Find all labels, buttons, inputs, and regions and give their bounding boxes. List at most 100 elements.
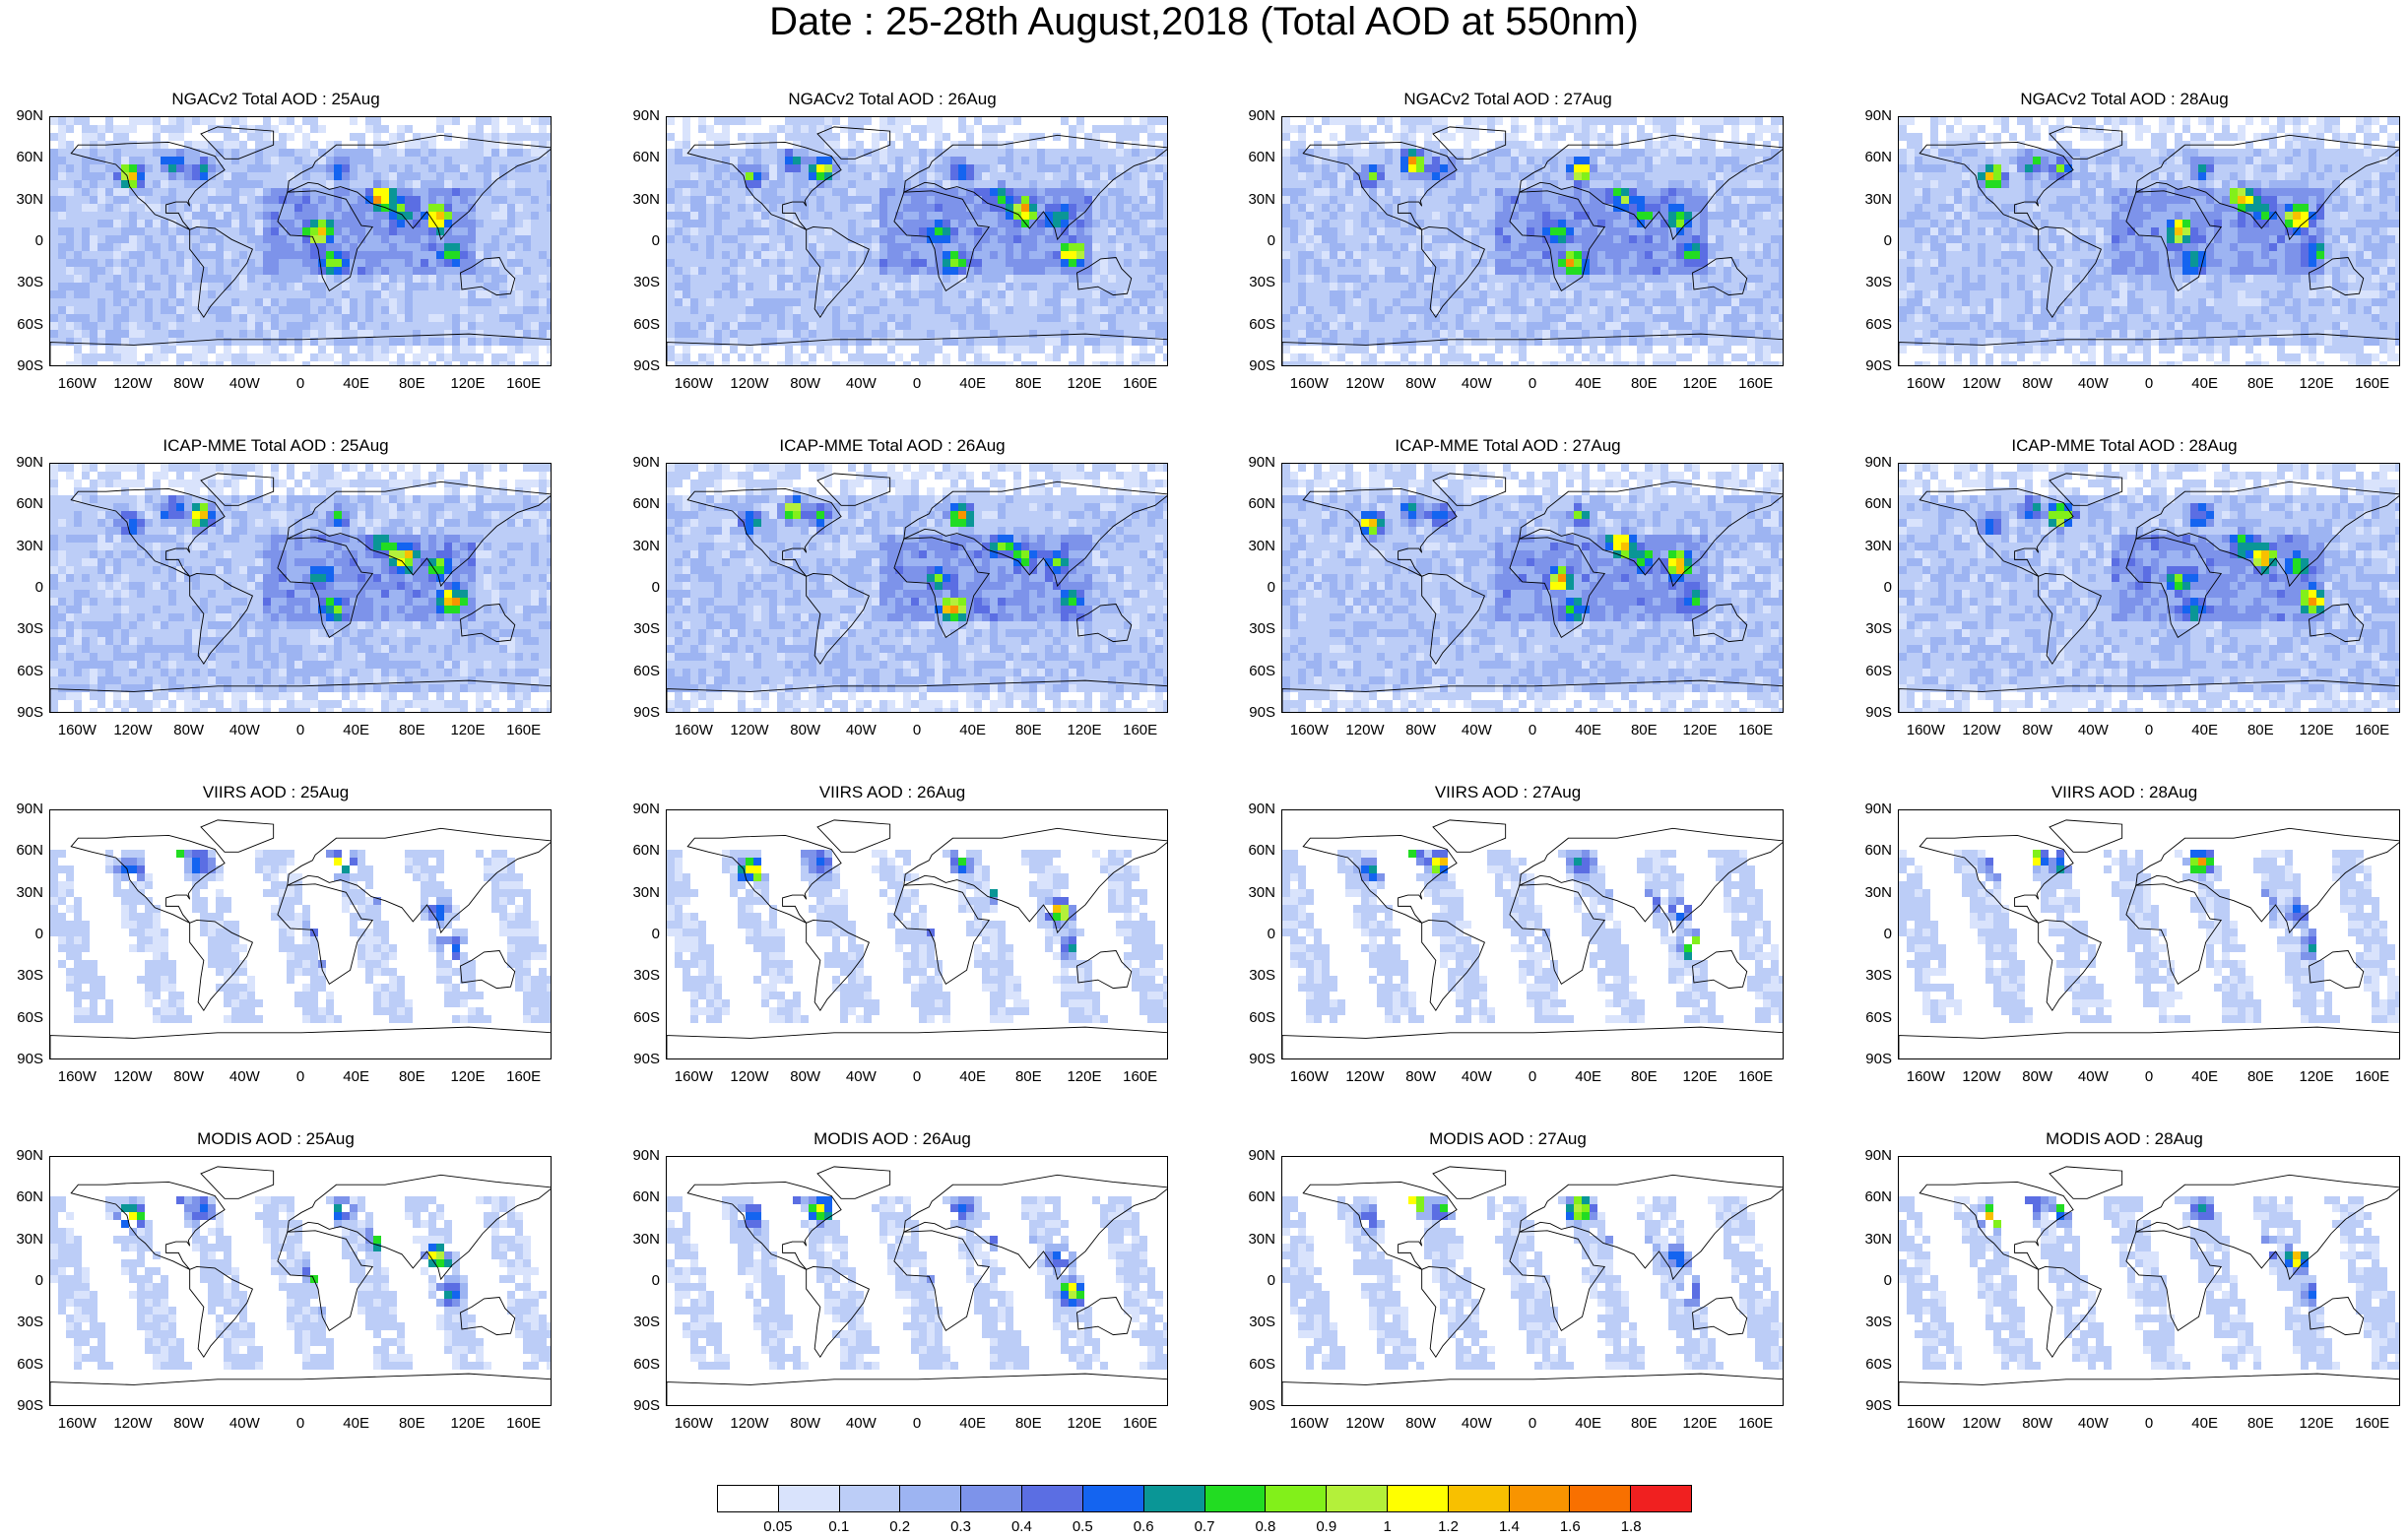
coastline [686, 487, 842, 577]
lat-tick-label: 0 [617, 927, 660, 942]
coastline [806, 226, 870, 319]
coastline [2038, 1266, 2102, 1359]
coastline [277, 190, 374, 292]
lon-tick-label: 160E [2343, 376, 2402, 392]
aod-map [49, 116, 552, 366]
coastline [816, 473, 891, 506]
lat-tick-label: 60N [1232, 1189, 1275, 1205]
map-panel: VIIRS AOD : 28Aug 90N 60N 30N 0 30S 60S 90S 160W… [1849, 782, 2400, 1107]
aod-field [1282, 464, 1783, 712]
aod-map [1898, 809, 2400, 1059]
coastline [460, 257, 516, 296]
lon-tick-label: 120W [1335, 376, 1395, 392]
lon-tick-label: 40W [215, 376, 274, 392]
lat-tick-label: 30S [0, 275, 43, 290]
map-panel: ICAP-MME Total AOD : 27Aug 90N 60N 30N 0 30S 6… [1232, 435, 1784, 760]
lat-tick-label: 30S [617, 1315, 660, 1330]
lat-tick-label: 60N [617, 843, 660, 859]
lat-tick-label: 0 [617, 580, 660, 596]
colorbar-label: 0.8 [1241, 1519, 1290, 1535]
lon-tick-label: 80W [2008, 723, 2067, 738]
coastline [1282, 1026, 1783, 1058]
lat-tick-label: 90S [1232, 358, 1275, 374]
lat-tick-label: 90N [1232, 108, 1275, 124]
coastline [806, 1266, 870, 1359]
map-panel: MODIS AOD : 27Aug 90N 60N 30N 0 30S 60S 90S 160W… [1232, 1128, 1784, 1453]
lat-tick-label: 60S [617, 316, 660, 333]
lon-tick-label: 160E [1726, 1069, 1786, 1085]
lon-tick-label: 120W [720, 376, 779, 392]
panel-title: MODIS AOD : 26Aug [617, 1128, 1168, 1150]
coastline [1302, 1181, 1458, 1270]
lat-tick-label: 90S [0, 705, 43, 721]
coastline [1076, 604, 1133, 643]
colorbar-swatch [1631, 1486, 1691, 1511]
panel-title: MODIS AOD : 28Aug [1849, 1128, 2400, 1150]
lon-tick-label: 40E [2176, 376, 2235, 392]
map-panel: NGACv2 Total AOD : 25Aug 90N 60N 30N 0 30S 60S… [0, 89, 552, 414]
lon-tick-label: 160E [494, 1416, 553, 1432]
coastline [1282, 679, 1783, 712]
lon-tick-label: 160W [1279, 723, 1338, 738]
lat-tick-label: 0 [0, 580, 43, 596]
coastline [1692, 257, 1748, 296]
lat-tick-label: 90N [617, 108, 660, 124]
map-panel: VIIRS AOD : 25Aug 90N 60N 30N 0 30S 60S 90S 160W… [0, 782, 552, 1107]
coastline [50, 333, 551, 365]
lon-tick-label: 160E [2343, 1416, 2402, 1432]
lon-tick-label: 80W [1392, 376, 1451, 392]
coastline [2049, 473, 2123, 506]
lat-tick-label: 90S [617, 1398, 660, 1414]
coastline [2309, 257, 2365, 296]
lon-tick-label: 120W [103, 1416, 163, 1432]
coastline [806, 573, 870, 666]
lon-tick-label: 80W [776, 1416, 835, 1432]
coastline [686, 1181, 842, 1270]
lat-tick-label: 30N [1232, 1231, 1275, 1248]
coastline [903, 481, 1167, 588]
coastline [686, 141, 842, 230]
map-panel: NGACv2 Total AOD : 27Aug 90N 60N 30N 0 30S 60S… [1232, 89, 1784, 414]
lat-tick-label: 0 [0, 1273, 43, 1289]
lon-tick-label: 40W [215, 723, 274, 738]
coastline [2049, 126, 2123, 160]
lon-tick-label: 40E [1559, 1069, 1618, 1085]
lat-tick-label: 60N [0, 150, 43, 165]
coastline [50, 679, 551, 712]
lon-tick-label: 120E [1055, 376, 1114, 392]
coastline [277, 883, 374, 986]
coastline [460, 604, 516, 643]
lat-tick-label: 30N [0, 191, 43, 208]
lon-tick-label: 80W [1392, 723, 1451, 738]
coastline [2135, 134, 2399, 241]
lon-tick-label: 120W [1335, 1069, 1395, 1085]
aod-field [1282, 117, 1783, 365]
panel-title: MODIS AOD : 27Aug [1232, 1128, 1784, 1150]
lat-tick-label: 30N [1849, 1231, 1892, 1248]
lat-tick-label: 0 [1849, 233, 1892, 249]
lat-tick-label: 0 [1232, 580, 1275, 596]
lat-tick-label: 60N [1849, 150, 1892, 165]
lat-tick-label: 90N [1849, 802, 1892, 817]
lon-tick-label: 120W [1335, 723, 1395, 738]
colorbar-swatch [778, 1486, 840, 1511]
lon-tick-label: 40W [215, 1069, 274, 1085]
lon-tick-label: 40E [327, 723, 386, 738]
coastline [2049, 1166, 2123, 1199]
lat-tick-label: 90S [0, 358, 43, 374]
aod-map [666, 809, 1168, 1059]
coastline [903, 827, 1167, 934]
lon-tick-label: 40E [2176, 1416, 2235, 1432]
colorbar-swatch [1082, 1486, 1144, 1511]
lon-tick-label: 80E [999, 723, 1058, 738]
lon-tick-label: 80W [1392, 1069, 1451, 1085]
lat-tick-label: 90N [1232, 455, 1275, 471]
coastline [1519, 481, 1783, 588]
coastline [2125, 190, 2223, 292]
coastline [667, 1373, 1167, 1405]
lon-tick-label: 160E [1726, 723, 1786, 738]
map-panel: VIIRS AOD : 26Aug 90N 60N 30N 0 30S 60S 90S 160W… [617, 782, 1168, 1107]
lon-tick-label: 120E [1670, 376, 1729, 392]
lat-tick-label: 30N [0, 1231, 43, 1248]
lon-tick-label: 40E [1559, 376, 1618, 392]
